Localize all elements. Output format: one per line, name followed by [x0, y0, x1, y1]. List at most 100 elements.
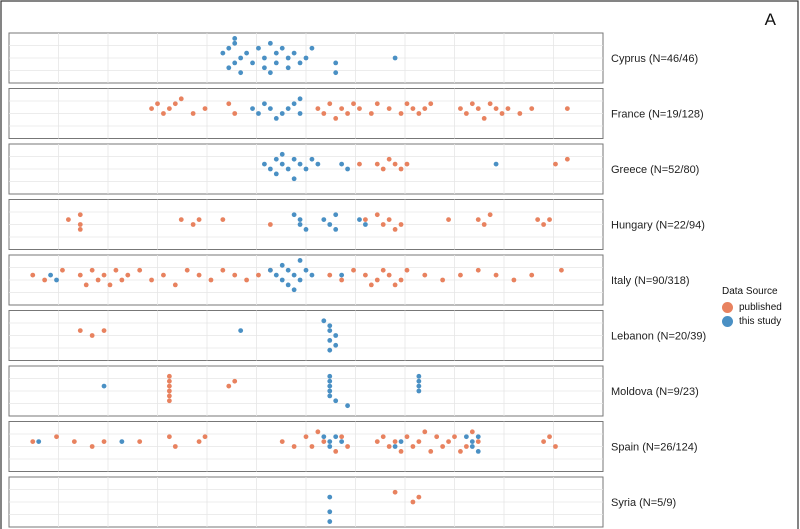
point-this-study: [327, 347, 333, 353]
point-this-study: [333, 226, 339, 232]
point-this-study: [238, 328, 244, 334]
point-this-study: [333, 398, 339, 404]
point-published: [475, 267, 481, 273]
point-published: [77, 328, 83, 334]
point-published: [77, 212, 83, 218]
point-this-study: [226, 45, 232, 51]
point-this-study: [267, 267, 273, 273]
point-this-study: [232, 40, 238, 46]
point-this-study: [309, 272, 315, 278]
point-published: [291, 444, 297, 449]
point-this-study: [333, 434, 339, 440]
point-published: [161, 272, 166, 278]
point-this-study: [285, 55, 291, 61]
point-this-study: [357, 217, 362, 223]
point-published: [386, 217, 392, 223]
point-this-study: [297, 217, 303, 223]
point-published: [71, 439, 77, 445]
point-this-study: [469, 439, 475, 445]
point-published: [345, 111, 350, 116]
point-this-study: [333, 333, 339, 338]
point-published: [119, 277, 125, 283]
point-this-study: [291, 176, 297, 182]
point-this-study: [333, 212, 339, 218]
point-this-study: [493, 161, 499, 167]
point-published: [202, 434, 208, 440]
point-this-study: [279, 161, 285, 167]
point-published: [351, 101, 356, 107]
point-this-study: [297, 60, 303, 66]
point-published: [529, 272, 535, 278]
point-published: [178, 96, 184, 102]
point-published: [315, 106, 321, 112]
point-this-study: [273, 115, 279, 121]
point-this-study: [321, 217, 327, 223]
point-this-study: [285, 106, 291, 112]
point-this-study: [291, 156, 297, 162]
point-published: [374, 212, 380, 218]
point-published: [404, 434, 410, 440]
point-this-study: [392, 55, 398, 61]
point-this-study: [327, 509, 333, 515]
point-published: [398, 166, 404, 172]
point-this-study: [256, 111, 261, 116]
point-published: [345, 444, 350, 449]
point-published: [374, 101, 380, 107]
point-published: [77, 272, 83, 278]
point-this-study: [285, 282, 291, 288]
point-this-study: [291, 287, 297, 293]
point-published: [493, 272, 499, 278]
legend-label-published: published: [739, 301, 782, 313]
point-published: [333, 448, 339, 454]
point-this-study: [297, 96, 303, 102]
point-published: [392, 489, 398, 495]
point-published: [541, 222, 546, 227]
point-published: [327, 272, 333, 278]
point-published: [416, 111, 422, 116]
point-published: [380, 222, 386, 227]
point-published: [77, 222, 83, 227]
point-published: [166, 393, 172, 399]
point-published: [54, 434, 59, 440]
point-this-study: [220, 50, 226, 56]
point-published: [226, 101, 232, 107]
point-published: [202, 106, 208, 112]
point-this-study: [54, 277, 59, 283]
point-this-study: [250, 106, 255, 112]
point-published: [392, 226, 398, 232]
point-this-study: [48, 272, 53, 278]
point-this-study: [267, 70, 273, 76]
point-this-study: [285, 267, 291, 273]
point-published: [178, 217, 184, 223]
point-published: [172, 282, 178, 288]
point-this-study: [291, 272, 297, 278]
point-this-study: [333, 70, 339, 76]
point-this-study: [303, 55, 309, 61]
point-this-study: [297, 258, 303, 263]
point-published: [428, 448, 434, 454]
point-this-study: [416, 383, 422, 389]
point-published: [434, 434, 440, 440]
legend-item-published: published: [722, 300, 782, 314]
point-published: [458, 272, 463, 278]
point-this-study: [238, 70, 244, 76]
point-this-study: [285, 65, 291, 71]
point-this-study: [273, 50, 279, 56]
point-published: [363, 217, 368, 223]
point-published: [190, 222, 196, 227]
point-published: [315, 429, 321, 435]
point-published: [30, 439, 36, 445]
point-this-study: [267, 166, 273, 172]
point-this-study: [279, 262, 285, 268]
point-this-study: [339, 272, 345, 278]
panel-label: A: [764, 10, 776, 29]
point-this-study: [463, 434, 469, 440]
point-published: [564, 156, 570, 162]
point-this-study: [327, 383, 333, 389]
point-published: [380, 267, 386, 273]
point-published: [386, 444, 392, 449]
point-published: [256, 272, 261, 278]
point-published: [166, 383, 172, 389]
point-published: [220, 267, 226, 273]
